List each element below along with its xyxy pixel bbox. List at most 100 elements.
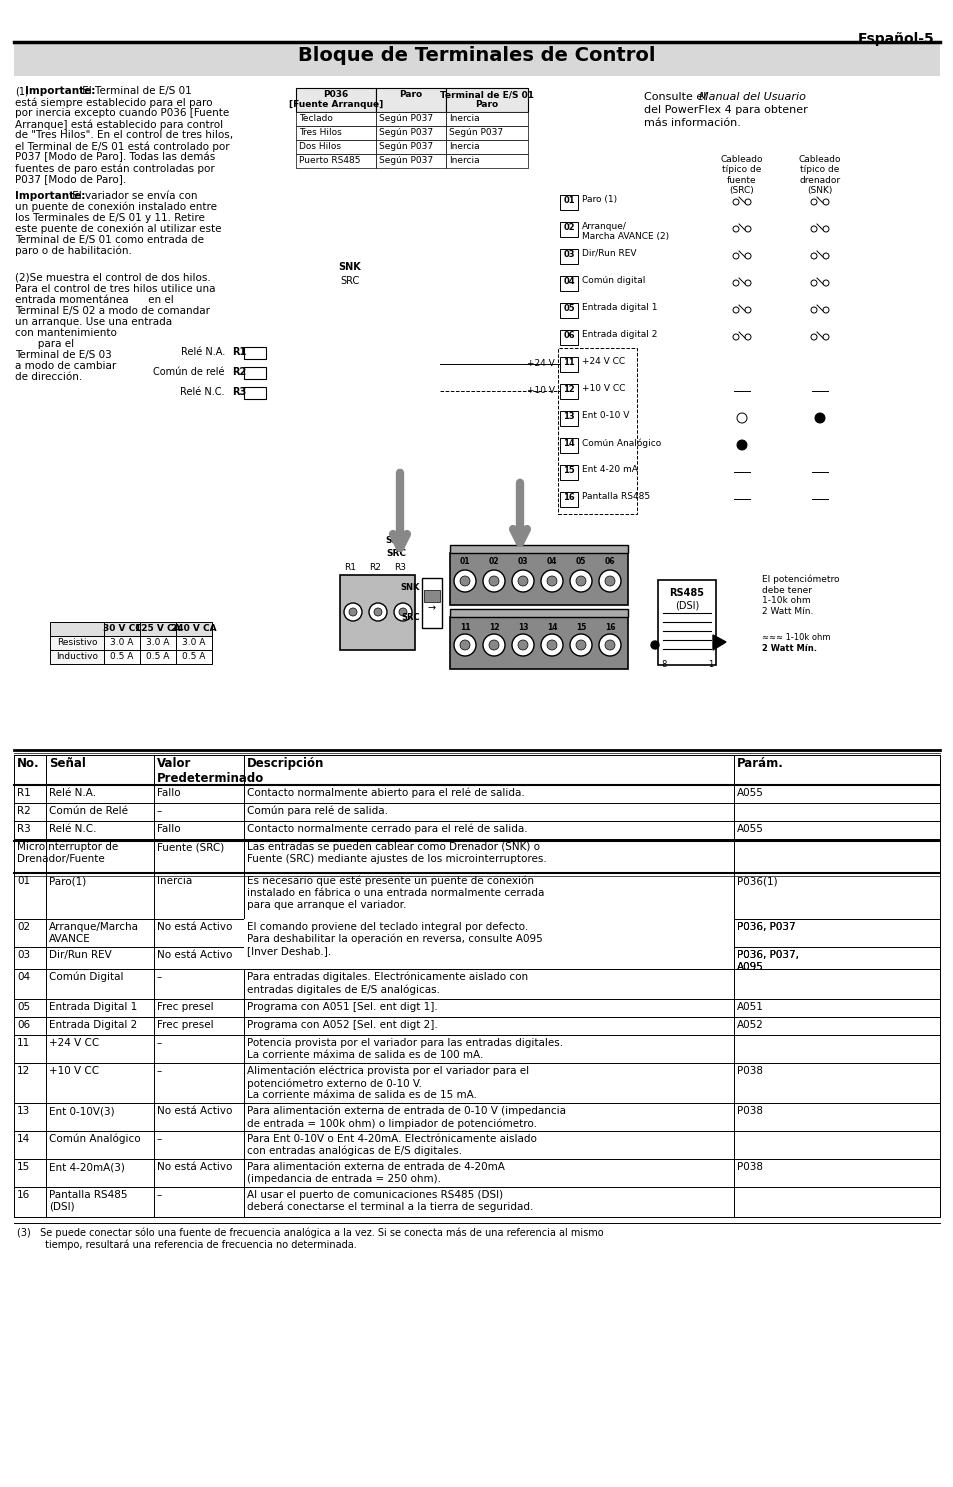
Circle shape [482, 570, 504, 592]
Text: de "Tres Hilos". En el control de tres hilos,: de "Tres Hilos". En el control de tres h… [15, 129, 233, 140]
Text: –: – [157, 1135, 162, 1144]
Text: RS485: RS485 [669, 587, 703, 598]
Circle shape [517, 639, 527, 650]
Bar [446, 140, 527, 155]
Text: Programa con A051 [Sel. ent digt 1].: Programa con A051 [Sel. ent digt 1]. [247, 1002, 437, 1013]
Text: Frec presel: Frec presel [157, 1002, 213, 1013]
Circle shape [810, 226, 816, 232]
Bar [295, 140, 375, 155]
Circle shape [344, 604, 361, 622]
Text: P038: P038 [737, 1161, 762, 1172]
Text: Descripción: Descripción [247, 757, 324, 770]
Text: R1: R1 [17, 788, 30, 799]
Circle shape [744, 280, 750, 286]
Circle shape [737, 413, 746, 422]
Text: El comando proviene del teclado integral por defecto.
Para deshabilitar la opera: El comando proviene del teclado integral… [247, 922, 542, 956]
Text: paro o de habilitación.: paro o de habilitación. [15, 245, 132, 256]
Text: los Terminales de E/S 01 y 11. Retire: los Terminales de E/S 01 y 11. Retire [15, 213, 205, 223]
Circle shape [398, 608, 407, 616]
Text: SNK: SNK [400, 583, 419, 592]
Text: 0.5 A: 0.5 A [182, 651, 206, 662]
Text: +24 V CC: +24 V CC [49, 1038, 99, 1048]
Circle shape [814, 413, 824, 422]
Text: Señal: Señal [49, 757, 86, 770]
Circle shape [394, 604, 412, 622]
Text: 125 V CA: 125 V CA [135, 625, 181, 633]
Text: SRC: SRC [386, 549, 406, 558]
Text: R1: R1 [232, 346, 246, 357]
Bar [559, 357, 578, 372]
Text: 04: 04 [17, 972, 30, 981]
Circle shape [732, 226, 739, 232]
Text: Fuente (SRC): Fuente (SRC) [157, 842, 224, 852]
Text: Parám.: Parám. [737, 757, 783, 770]
Bar [559, 222, 578, 236]
Bar [140, 622, 175, 636]
Bar [559, 330, 578, 345]
Text: Terminal de E/S 03: Terminal de E/S 03 [15, 349, 112, 360]
Bar [375, 126, 446, 140]
Text: Potencia provista por el variador para las entradas digitales.
La corriente máxi: Potencia provista por el variador para l… [247, 1038, 562, 1060]
Text: Común Analógico: Común Analógico [49, 1135, 140, 1145]
Bar [375, 88, 446, 112]
Circle shape [569, 633, 592, 656]
Text: A052: A052 [737, 1020, 763, 1030]
Circle shape [810, 199, 816, 205]
Text: Ent 4-20 mA: Ent 4-20 mA [581, 465, 638, 474]
Text: –: – [157, 972, 162, 981]
Text: 03: 03 [17, 950, 30, 961]
Text: 06: 06 [17, 1020, 30, 1030]
Text: 14: 14 [562, 439, 575, 448]
Text: 01: 01 [459, 558, 470, 567]
Text: R3: R3 [394, 564, 406, 572]
Text: Terminal E/S 02 a modo de comandar: Terminal E/S 02 a modo de comandar [15, 306, 210, 317]
Text: R2: R2 [17, 806, 30, 816]
Text: Común Analógico: Común Analógico [581, 439, 660, 448]
Text: (2)Se muestra el control de dos hilos.: (2)Se muestra el control de dos hilos. [15, 274, 211, 283]
Text: 06: 06 [562, 332, 575, 341]
Text: Pantalla RS485: Pantalla RS485 [581, 492, 649, 501]
Text: Relé N.C.: Relé N.C. [49, 824, 96, 834]
Text: Para alimentación externa de entrada de 0-10 V (impedancia
de entrada = 100k ohm: Para alimentación externa de entrada de … [247, 1106, 565, 1129]
Text: Ent 0-10V(3): Ent 0-10V(3) [49, 1106, 114, 1117]
Bar [375, 140, 446, 155]
Text: 16: 16 [562, 494, 575, 503]
Text: SNK: SNK [338, 262, 361, 272]
Text: A051: A051 [737, 1002, 763, 1013]
Circle shape [604, 575, 615, 586]
Bar [295, 88, 375, 112]
Bar [658, 580, 716, 665]
Text: 3.0 A: 3.0 A [146, 638, 170, 647]
Text: 04: 04 [562, 277, 575, 286]
Text: Puerto RS485: Puerto RS485 [298, 156, 360, 165]
Bar [559, 410, 578, 425]
Text: (1): (1) [15, 86, 29, 97]
Text: 01: 01 [562, 196, 575, 205]
Bar [450, 610, 627, 617]
Text: Según P037: Según P037 [378, 128, 433, 137]
Text: Cableado
típico de
drenador
(SNK): Cableado típico de drenador (SNK) [798, 155, 841, 195]
Text: Contacto normalmente cerrado para el relé de salida.: Contacto normalmente cerrado para el rel… [247, 824, 527, 834]
Text: 0.5 A: 0.5 A [146, 651, 170, 662]
Text: Común para relé de salida.: Común para relé de salida. [247, 806, 388, 816]
Text: 16: 16 [17, 1190, 30, 1200]
Text: Para alimentación externa de entrada de 4-20mA
(impedancia de entrada = 250 ohm): Para alimentación externa de entrada de … [247, 1161, 504, 1184]
Text: Tres Hilos: Tres Hilos [298, 128, 341, 137]
Text: Español-5: Español-5 [858, 33, 934, 46]
Text: No está Activo: No está Activo [157, 1106, 233, 1117]
Bar [450, 553, 627, 605]
Text: Entrada digital 2: Entrada digital 2 [581, 330, 657, 339]
Text: 04: 04 [546, 558, 557, 567]
Text: 13: 13 [562, 412, 575, 421]
Text: Relé N.A.: Relé N.A. [180, 346, 225, 357]
Text: Alimentación eléctrica provista por el variador para el
potenciómetro externo de: Alimentación eléctrica provista por el v… [247, 1066, 529, 1100]
Text: A055: A055 [737, 824, 763, 834]
Text: Según P037: Según P037 [378, 156, 433, 165]
Text: +24 V: +24 V [527, 358, 555, 367]
Bar [559, 277, 578, 291]
Polygon shape [712, 635, 725, 650]
Text: +10 V CC: +10 V CC [581, 384, 625, 393]
Circle shape [349, 608, 356, 616]
Text: R1: R1 [344, 564, 355, 572]
Text: Contacto normalmente abierto para el relé de salida.: Contacto normalmente abierto para el rel… [247, 788, 524, 799]
